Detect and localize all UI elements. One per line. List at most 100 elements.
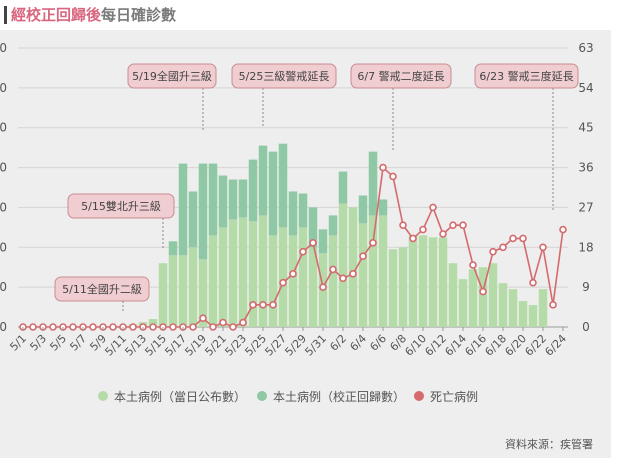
y-right-tick-label: 45: [578, 121, 593, 135]
x-tick-label: 5/5: [47, 332, 69, 354]
bar-corrected: [268, 151, 278, 236]
bar-corrected: [238, 179, 248, 218]
bar-official: [258, 215, 268, 327]
annotation-box: [127, 63, 217, 89]
deaths-point: [49, 323, 57, 331]
bar-corrected: [258, 145, 268, 216]
deaths-point: [69, 323, 77, 331]
deaths-point: [439, 230, 447, 238]
x-tick-label: 5/27: [262, 332, 289, 359]
x-tick-label: 5/21: [202, 332, 229, 359]
bar-corrected: [368, 151, 378, 216]
bar-official: [518, 301, 528, 327]
annotation-label: 6/7 警戒二度延長: [357, 69, 444, 83]
annotation-box: [350, 63, 452, 89]
bar-official: [358, 223, 368, 327]
annotation-label: 5/15雙北升三級: [81, 200, 161, 213]
deaths-point: [489, 247, 497, 256]
y-right-tick-label: 27: [578, 200, 593, 214]
bar-corrected: [358, 195, 368, 224]
bar-official: [428, 237, 438, 327]
bar-official: [298, 227, 308, 327]
bar-official: [538, 289, 548, 327]
bar-corrected: [328, 215, 338, 236]
chart-title-accent: 經校正回歸後: [11, 6, 102, 24]
x-tick-label: 6/14: [442, 332, 469, 359]
y-right-tick-label: 63: [578, 41, 593, 55]
bar-corrected: [208, 163, 218, 236]
chart-title-rest: 每日確診數: [101, 6, 177, 24]
bar-official: [468, 269, 478, 327]
x-tick-label: 5/23: [222, 332, 249, 359]
x-tick-label: 5/7: [67, 332, 89, 354]
y-right-tick-label: 36: [578, 161, 593, 175]
bar-official: [418, 235, 428, 327]
bar-corrected: [218, 175, 228, 228]
chart-title: 經校正回歸後每日確診數: [11, 4, 176, 25]
deaths-point: [529, 278, 537, 287]
y-right-tick-label: 0: [582, 320, 590, 334]
bar-official: [168, 255, 178, 327]
y-left-tick-label: 200: [0, 240, 7, 254]
x-tick-label: 5/19: [182, 332, 209, 359]
x-tick-label: 6/2: [327, 332, 349, 354]
deaths-point: [229, 323, 237, 331]
annotation-box: [67, 193, 175, 219]
legend-label-deaths: 死亡病例: [430, 390, 479, 404]
deaths-point: [409, 234, 417, 243]
deaths-point: [309, 239, 317, 247]
bar-corrected: [288, 191, 298, 236]
deaths-point: [299, 247, 307, 256]
x-tick-label: 5/11: [102, 332, 129, 359]
x-tick-label: 6/20: [502, 332, 529, 359]
bar-official: [308, 247, 318, 327]
deaths-point: [399, 221, 407, 229]
deaths-point: [459, 221, 467, 229]
bar-official: [348, 207, 358, 327]
bar-corrected: [338, 171, 348, 204]
deaths-point: [329, 265, 337, 274]
bar-official: [388, 249, 398, 327]
x-tick-label: 6/6: [367, 332, 389, 354]
x-tick-label: 6/16: [462, 332, 489, 359]
bar-official: [338, 203, 348, 327]
bar-official: [368, 215, 378, 327]
bar-official: [438, 237, 448, 327]
legend-swatch-corrected: [257, 391, 267, 401]
deaths-point: [219, 318, 227, 327]
bar-official: [328, 235, 338, 327]
source-note: 資料來源：疾管署: [505, 438, 593, 451]
x-tick-label: 6/12: [422, 332, 449, 359]
bar-corrected: [318, 229, 328, 254]
deaths-point: [499, 243, 507, 252]
deaths-point: [129, 323, 137, 331]
x-tick-label: 5/1: [7, 332, 29, 354]
deaths-point: [419, 225, 427, 234]
y-right-tick-label: 54: [578, 81, 593, 95]
legend-swatch-deaths: [414, 391, 424, 401]
x-tick-label: 5/31: [302, 332, 329, 359]
annotation-label: 5/11全國升二級: [62, 282, 142, 296]
chart-panel: 0 0 100 9 200 18 300 27 400 36 500 45 600 54 700 63 5/11…: [0, 30, 611, 458]
deaths-point: [549, 301, 557, 309]
deaths-point: [199, 314, 207, 322]
y-left-tick-label: 600: [0, 81, 7, 95]
bar-official: [278, 227, 288, 327]
deaths-point: [509, 234, 517, 243]
bar-corrected: [378, 199, 388, 216]
deaths-point: [109, 323, 117, 331]
deaths-point: [349, 270, 357, 278]
bar-official: [228, 219, 238, 327]
bar-official: [198, 259, 208, 327]
bar-official: [488, 263, 498, 327]
bar-official: [178, 255, 188, 327]
x-tick-label: 6/4: [347, 332, 369, 354]
bar-corrected: [298, 193, 308, 228]
deaths-point: [469, 261, 477, 269]
daily-cases-chart: 0 0 100 9 200 18 300 27 400 36 500 45 600 54 700 63 5/11…: [0, 41, 594, 359]
x-tick-label: 6/18: [482, 332, 509, 359]
x-tick-label: 5/29: [282, 332, 309, 359]
bar-official: [218, 227, 228, 327]
deaths-point: [519, 234, 527, 243]
bar-official: [408, 235, 418, 327]
